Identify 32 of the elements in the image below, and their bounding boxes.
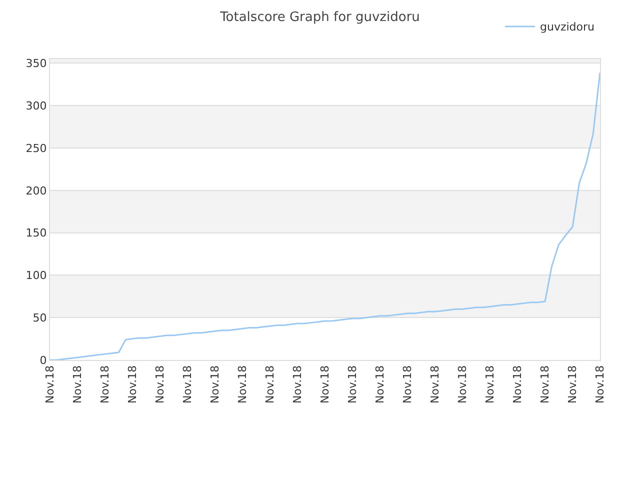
x-tick-label: Nov.18 — [566, 365, 580, 404]
x-tick-label: Nov.18 — [236, 365, 250, 404]
x-tick-label: Nov.18 — [208, 365, 222, 404]
x-tick-label: Nov.18 — [154, 365, 167, 404]
x-tick-label: Nov.18 — [428, 365, 442, 404]
x-tick-label: Nov.18 — [484, 365, 497, 404]
x-tick-label: Nov.18 — [374, 365, 387, 404]
y-tick-label: 50 — [32, 311, 47, 324]
x-tick-label: Nov.18 — [98, 365, 112, 404]
x-tick-label: Nov.18 — [456, 365, 470, 404]
y-tick-label: 200 — [26, 184, 47, 198]
x-tick-label: Nov.18 — [401, 365, 414, 404]
x-tick-label: Nov.18 — [594, 365, 607, 404]
y-tick-label: 250 — [26, 142, 47, 155]
x-tick-label: Nov.18 — [346, 365, 360, 404]
y-tick-label: 300 — [26, 99, 47, 112]
chart-title: Totalscore Graph for guvzidoru — [219, 10, 420, 26]
y-tick-label: 100 — [26, 269, 47, 282]
x-tick-label: Nov.18 — [538, 365, 552, 404]
x-tick-label: Nov.18 — [291, 365, 304, 404]
y-tick-label: 0 — [40, 354, 47, 367]
x-tick-label: Nov.18 — [318, 365, 332, 404]
x-tick-label: Nov.18 — [44, 365, 57, 404]
y-tick-label: 350 — [26, 57, 47, 70]
x-tick-label: Nov.18 — [264, 365, 277, 404]
x-tick-label: Nov.18 — [181, 365, 194, 404]
x-tick-label: Nov.18 — [71, 365, 84, 404]
x-tick-label: Nov.18 — [511, 365, 524, 404]
line-series — [50, 72, 600, 360]
y-tick-label: 150 — [26, 226, 47, 240]
x-tick-label: Nov.18 — [126, 365, 140, 404]
legend-label: guvzidoru — [540, 20, 595, 34]
